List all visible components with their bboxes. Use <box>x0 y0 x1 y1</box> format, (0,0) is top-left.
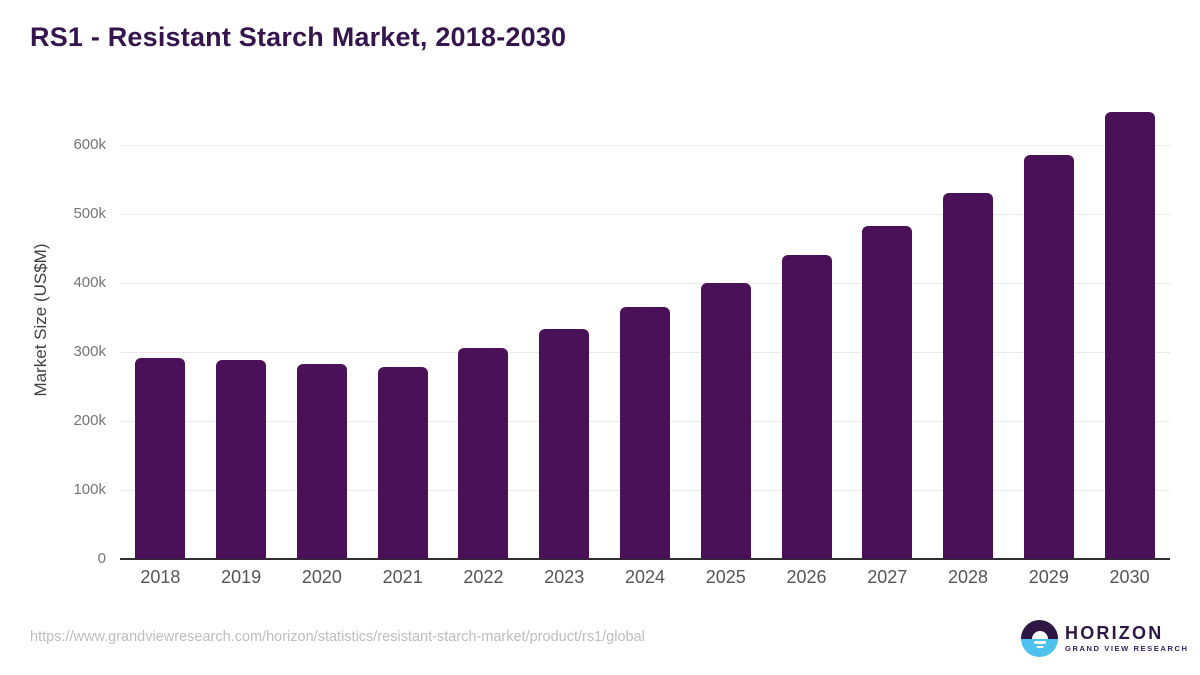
bar-2020[interactable] <box>296 363 347 559</box>
bar-2027[interactable] <box>862 226 913 559</box>
y-tick-label: 0 <box>97 550 106 567</box>
y-tick-label: 100k <box>73 481 106 498</box>
bar-slot-2022 <box>443 145 524 559</box>
bar-2028[interactable] <box>943 193 994 559</box>
gridline-400000 <box>120 282 1170 284</box>
y-tick-label: 300k <box>73 343 106 360</box>
y-tick-label: 500k <box>73 205 106 222</box>
x-axis-label-2025: 2025 <box>705 567 746 587</box>
x-axis-label-2024: 2024 <box>624 567 665 587</box>
x-axis-line <box>120 558 1170 560</box>
gridline-600000 <box>120 144 1170 146</box>
bar-slot-2021 <box>362 145 443 559</box>
bar-slot-2020 <box>282 145 363 559</box>
plot-area <box>120 111 1170 560</box>
x-axis-label-2018: 2018 <box>140 567 181 587</box>
bar-2029[interactable] <box>1023 154 1074 559</box>
logo-sun-shape <box>1031 630 1048 639</box>
y-axis-title: Market Size (US$M) <box>31 243 50 397</box>
y-tick-label: 400k <box>73 274 106 291</box>
x-axis-labels: 2018 2019 2020 2021 2022 2023 2024 2025 2026 2027… <box>120 567 1170 588</box>
chart-title: RS1 - Resistant Starch Market, 2018-2030 <box>30 22 567 52</box>
logo-title: HORIZON <box>1065 623 1164 643</box>
source-url: https://www.grandviewresearch.com/horizo… <box>30 629 645 645</box>
bar-slot-2018 <box>120 145 201 559</box>
bar-2021[interactable] <box>377 366 428 559</box>
x-axis-label-2030: 2030 <box>1109 567 1150 587</box>
bar-slot-2027 <box>847 145 928 559</box>
x-axis-label-2028: 2028 <box>948 567 989 587</box>
horizon-sun-circle-icon <box>1021 620 1058 657</box>
gridline-500000 <box>120 213 1170 215</box>
logo-reflection-line <box>1033 641 1046 644</box>
y-tick-label: 600k <box>73 136 106 153</box>
bar-2026[interactable] <box>781 255 832 559</box>
bar-slot-2028 <box>928 145 1009 559</box>
x-axis-label-2027: 2027 <box>867 567 908 587</box>
bar-2023[interactable] <box>539 329 590 559</box>
bar-slot-2026 <box>766 145 847 559</box>
bar-2030[interactable] <box>1104 111 1155 559</box>
bar-2025[interactable] <box>700 283 751 559</box>
logo-subtitle: GRAND VIEW RESEARCH <box>1065 644 1189 653</box>
bar-slot-2030 <box>1089 111 1170 559</box>
x-axis-label-2020: 2020 <box>301 567 342 587</box>
bar-slot-2029 <box>1008 145 1089 559</box>
bar-2022[interactable] <box>458 347 509 559</box>
bar-slot-2019 <box>201 145 282 559</box>
x-axis-label-2019: 2019 <box>221 567 262 587</box>
y-tick-label: 200k <box>73 412 106 429</box>
bar-slot-2023 <box>524 145 605 559</box>
bar-slot-2024 <box>605 145 686 559</box>
x-axis-label-2021: 2021 <box>382 567 423 587</box>
x-axis-label-2026: 2026 <box>786 567 827 587</box>
horizon-logo: HORIZON GRAND VIEW RESEARCH <box>1021 620 1189 657</box>
x-axis-label-2029: 2029 <box>1028 567 1069 587</box>
logo-sky-half <box>1021 620 1058 639</box>
bar-2018[interactable] <box>135 357 186 559</box>
logo-text: HORIZON GRAND VIEW RESEARCH <box>1065 623 1189 654</box>
x-axis-label-2023: 2023 <box>544 567 585 587</box>
x-axis-label-2022: 2022 <box>463 567 504 587</box>
logo-reflection-line <box>1036 645 1043 649</box>
bar-2024[interactable] <box>619 307 670 559</box>
bar-series <box>120 111 1170 559</box>
bar-slot-2025 <box>685 145 766 559</box>
bar-2019[interactable] <box>216 360 267 559</box>
